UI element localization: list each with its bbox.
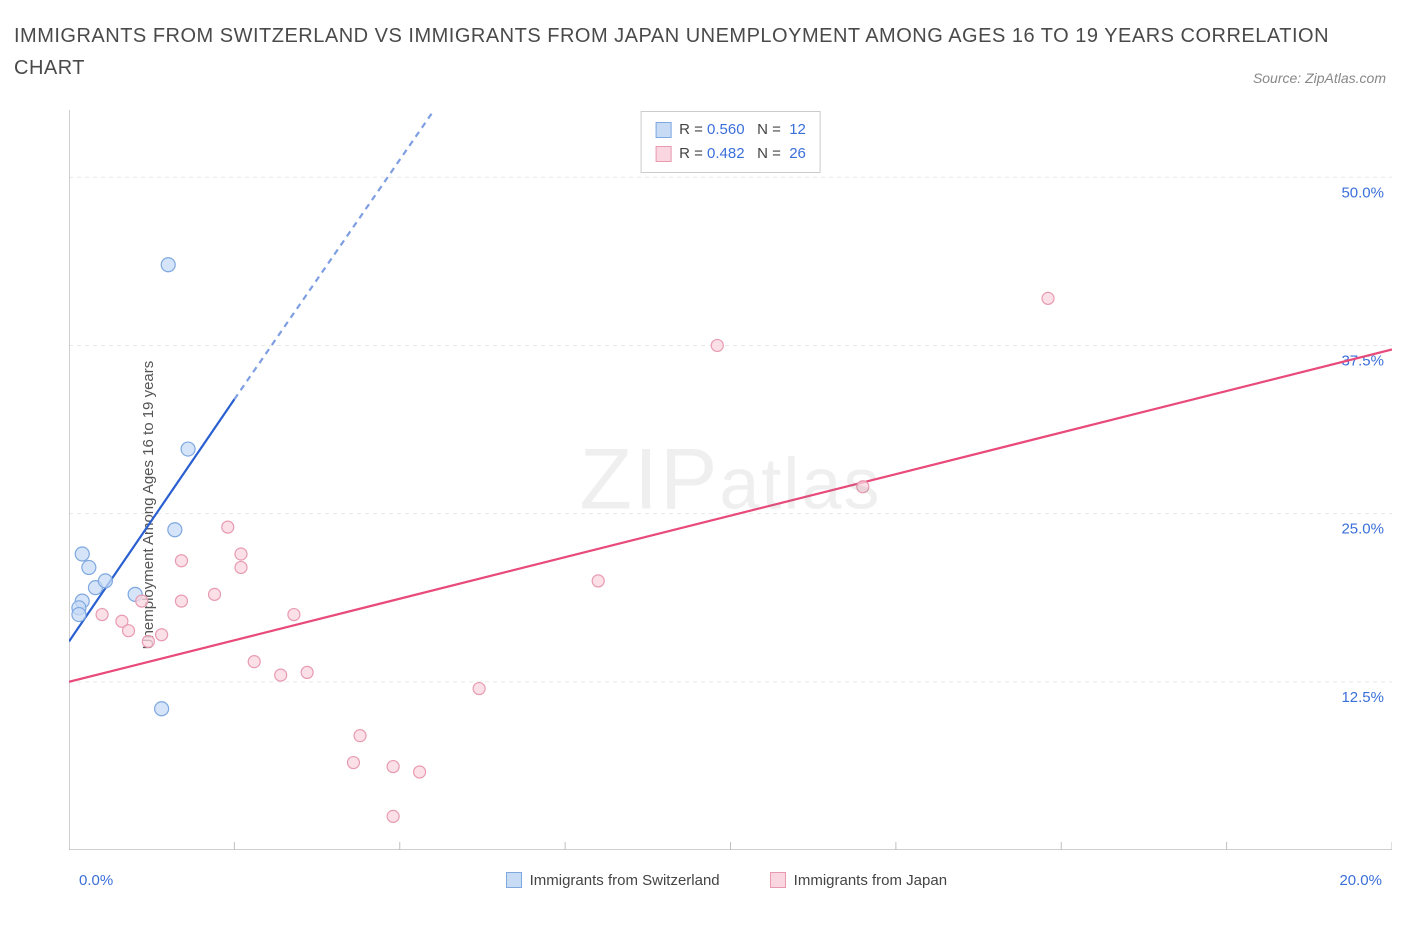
x-min-label: 0.0% bbox=[79, 872, 113, 889]
legend-item: Immigrants from Japan bbox=[770, 872, 947, 889]
chart-container: Unemployment Among Ages 16 to 19 years 1… bbox=[14, 110, 1392, 900]
legend-item: Immigrants from Switzerland bbox=[506, 872, 720, 889]
stats-row: R = 0.482 N = 26 bbox=[655, 142, 806, 166]
legend-label: Immigrants from Japan bbox=[794, 872, 947, 889]
stats-legend-box: R = 0.560 N = 12R = 0.482 N = 26 bbox=[640, 111, 821, 173]
series-legend: Immigrants from Switzerland Immigrants fr… bbox=[113, 872, 1339, 889]
svg-text:50.0%: 50.0% bbox=[1341, 184, 1384, 201]
svg-text:12.5%: 12.5% bbox=[1341, 689, 1384, 706]
svg-text:25.0%: 25.0% bbox=[1341, 521, 1384, 538]
legend-swatch bbox=[655, 146, 671, 162]
x-max-label: 20.0% bbox=[1339, 872, 1382, 889]
legend-swatch bbox=[506, 872, 522, 888]
legend-label: Immigrants from Switzerland bbox=[530, 872, 720, 889]
plot-area: 12.5%25.0%37.5%50.0% R = 0.560 N = 12R =… bbox=[69, 110, 1392, 850]
legend-swatch bbox=[770, 872, 786, 888]
scatter-svg: 12.5%25.0%37.5%50.0% bbox=[69, 110, 1392, 850]
source-credit: Source: ZipAtlas.com bbox=[1253, 70, 1386, 86]
legend-swatch bbox=[655, 122, 671, 138]
chart-title: IMMIGRANTS FROM SWITZERLAND VS IMMIGRANT… bbox=[14, 20, 1392, 84]
x-axis-row: 0.0% Immigrants from SwitzerlandImmigran… bbox=[69, 860, 1392, 900]
stats-row: R = 0.560 N = 12 bbox=[655, 118, 806, 142]
